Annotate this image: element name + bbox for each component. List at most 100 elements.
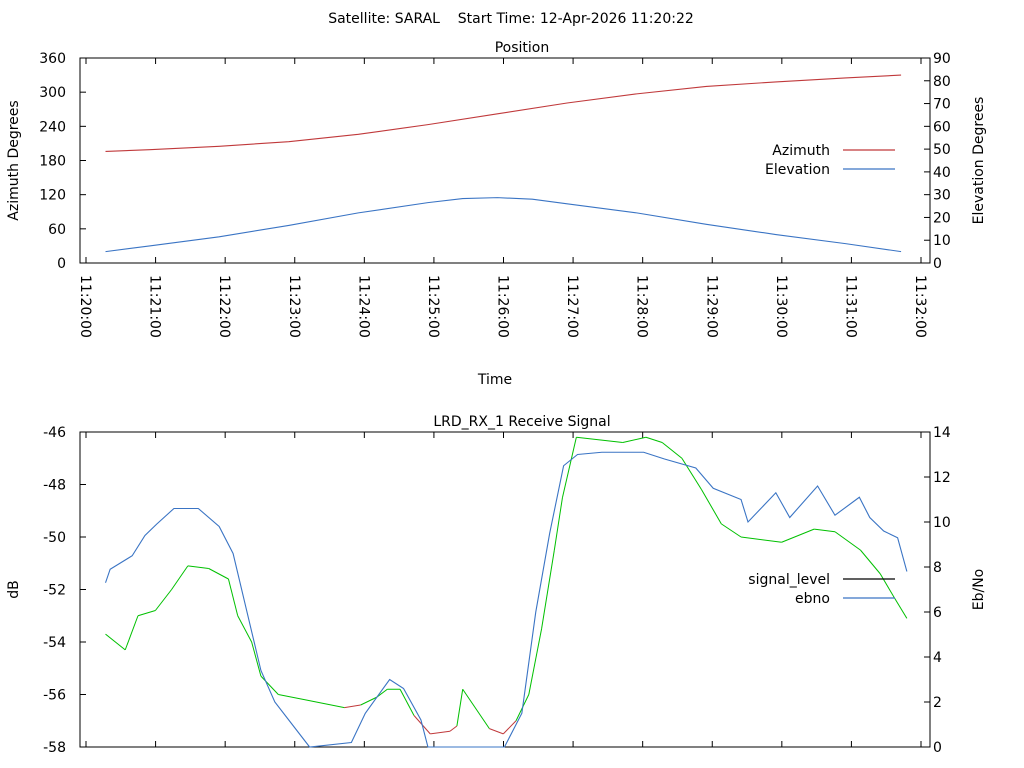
y2-tick-label: 6 [933, 605, 942, 621]
position-plot: Position 11:20:00 11:21:00 11:22:00 11:23:00… [6, 40, 987, 388]
signal-level-segment [834, 531, 861, 551]
signal-level-segment [399, 689, 415, 716]
signal-level-segment [376, 688, 388, 698]
x-tick-label: 11:32:00 [912, 275, 928, 338]
signal-level-segment [814, 528, 836, 533]
signal-level-segment [260, 675, 279, 695]
signal-level-segment [449, 725, 458, 732]
y2-tick-label: 12 [933, 470, 951, 486]
signal-level-segment [576, 436, 623, 443]
y2-tick-label: 0 [933, 740, 942, 756]
y2-tick-label: 70 [933, 97, 951, 113]
signal-level-segment [781, 528, 815, 543]
x-tick-label: 11:28:00 [634, 275, 650, 338]
legend-label: Azimuth [772, 143, 830, 159]
receive-signal-plot: LRD_RX_1 Receive Signal -58 -56 -54 -52 -50 -4… [6, 414, 987, 756]
signal-level-segment [561, 437, 577, 498]
y-tick-label: -58 [43, 740, 66, 756]
x-tick-label: 11:31:00 [842, 275, 858, 338]
y2-tick-label: 80 [933, 74, 951, 90]
x-tick-label: 11:23:00 [286, 275, 302, 338]
y2-tick-label: 2 [933, 695, 942, 711]
signal-level-segment [154, 589, 173, 611]
y2-tick-label: 30 [933, 188, 951, 204]
y-tick-label: 240 [39, 119, 66, 135]
y-tick-label: -56 [43, 688, 66, 704]
y2-tick-label: 50 [933, 142, 951, 158]
x-axis-label: Time [477, 372, 512, 388]
y2-tick-label: 0 [933, 256, 942, 272]
y2-tick-label: 20 [933, 210, 951, 226]
legend-label: signal_level [748, 572, 830, 588]
y2-tick-label: 90 [933, 51, 951, 67]
y-tick-label: 0 [57, 256, 66, 272]
signal-level-segment [622, 436, 647, 443]
y-tick-label: -48 [43, 478, 66, 494]
signal-level-segment [860, 549, 881, 575]
signal-level-segment [430, 730, 451, 735]
ebno-line [104, 451, 908, 748]
y-tick-label: 300 [39, 85, 66, 101]
y2-tick-label: 60 [933, 119, 951, 135]
y2-tick-label: 10 [933, 515, 951, 531]
signal-level-segment [462, 688, 490, 729]
signal-level-segment [187, 565, 209, 569]
signal-level-segment [251, 641, 262, 677]
signal-level-segment [360, 696, 378, 706]
x-tick-label: 11:24:00 [355, 275, 371, 338]
y-tick-label: -46 [43, 425, 66, 441]
y2-axis-label: Eb/No [971, 569, 987, 611]
legend-label: Elevation [765, 162, 830, 178]
azimuth-line [105, 74, 902, 152]
signal-level-segment [553, 497, 563, 551]
signal-level-segment [701, 489, 722, 525]
x-tick-label: 11:26:00 [495, 275, 511, 338]
plot-title: LRD_RX_1 Receive Signal [433, 414, 610, 430]
y2-tick-label: 4 [933, 650, 942, 666]
y2-tick-label: 10 [933, 233, 951, 249]
x-tick-label: 11:22:00 [216, 275, 232, 338]
elevation-line [105, 197, 902, 253]
signal-level-segment [879, 573, 895, 598]
signal-level-segment [278, 694, 306, 701]
signal-level-segment [541, 550, 555, 629]
y-tick-label: 360 [39, 51, 66, 67]
y2-tick-label: 14 [933, 425, 951, 441]
y2-tick-label: 40 [933, 165, 951, 181]
signal-level-segment [227, 578, 239, 616]
plot-frame [79, 57, 931, 264]
y2-tick-label: 8 [933, 560, 942, 576]
y-tick-label: 180 [39, 154, 66, 170]
x-tick-label: 11:21:00 [147, 275, 163, 338]
x-tick-label: 11:25:00 [425, 275, 441, 338]
signal-level-segment [740, 536, 782, 543]
x-tick-label: 11:29:00 [703, 275, 719, 338]
plot-title: Position [495, 40, 550, 56]
y-tick-label: 60 [48, 222, 66, 238]
y2-axis-label: Elevation Degrees [971, 97, 987, 225]
signal-level-segment [344, 704, 361, 709]
signal-level-segment [661, 442, 683, 459]
signal-level-segment [528, 628, 543, 695]
signal-level-segment [137, 610, 156, 617]
signal-level-segment [893, 597, 908, 619]
x-tick-label: 11:27:00 [564, 275, 580, 338]
legend-label: ebno [795, 591, 830, 607]
y-tick-label: -54 [43, 635, 66, 651]
y-axis-label: dB [6, 580, 22, 599]
signal-level-segment [721, 523, 742, 538]
signal-level-segment [304, 699, 345, 709]
signal-level-segment [681, 457, 703, 491]
plot-frame [79, 431, 931, 748]
signal-level-segment [208, 568, 229, 580]
y-tick-label: -50 [43, 530, 66, 546]
signal-level-segment [502, 720, 517, 735]
y-tick-label: -52 [43, 583, 66, 599]
x-tick-label: 11:30:00 [773, 275, 789, 338]
signal-level-segment [645, 436, 663, 443]
signal-level-segment [171, 565, 189, 590]
signal-level-segment [237, 615, 253, 643]
header-title: Satellite: SARAL Start Time: 12-Apr-2026… [328, 11, 694, 27]
signal-level-segment [489, 728, 504, 735]
